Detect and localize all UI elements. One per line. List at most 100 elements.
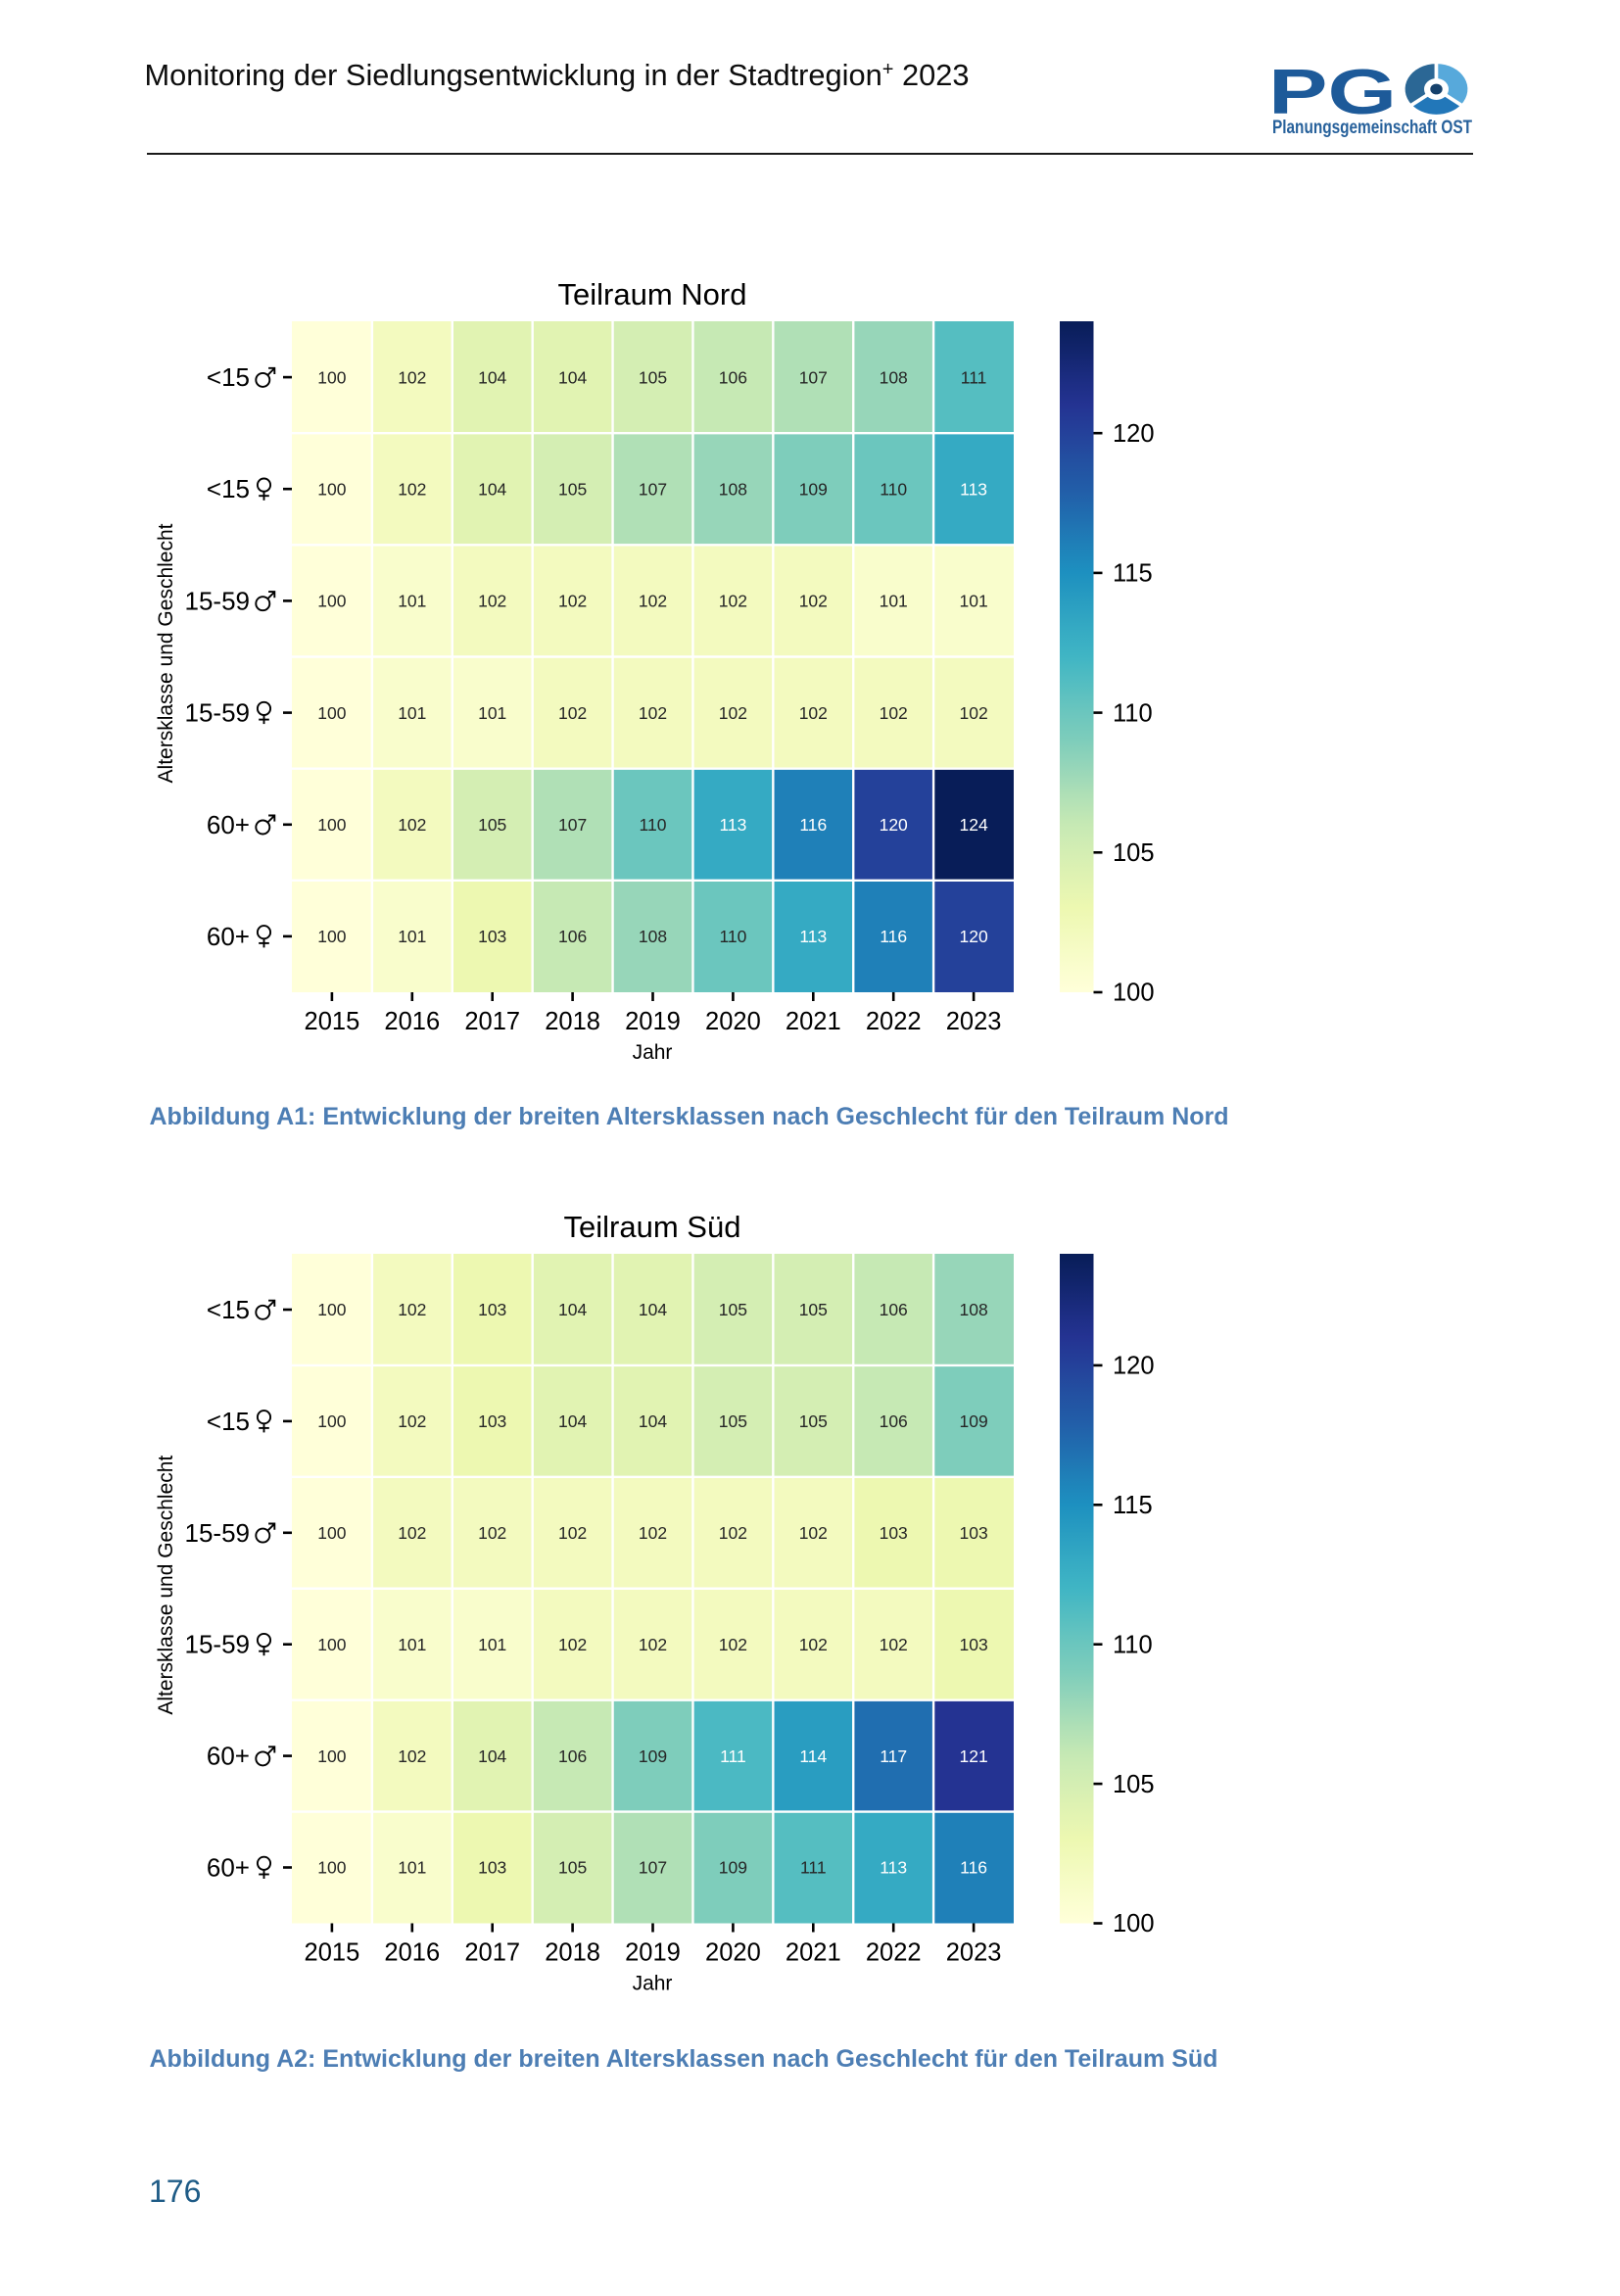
svg-text:100: 100 <box>317 1300 346 1319</box>
svg-text:108: 108 <box>880 367 908 387</box>
svg-text:102: 102 <box>558 1635 587 1654</box>
svg-text:102: 102 <box>558 1523 587 1543</box>
svg-text:109: 109 <box>719 1858 747 1878</box>
svg-text:15-59: 15-59 <box>185 1518 251 1548</box>
svg-text:Altersklasse und Geschlecht: Altersklasse und Geschlecht <box>155 1456 177 1715</box>
svg-text:Jahr: Jahr <box>633 1041 673 1064</box>
svg-text:105: 105 <box>1113 839 1155 867</box>
svg-text:105: 105 <box>478 815 506 835</box>
svg-text:15-59: 15-59 <box>185 698 251 728</box>
svg-text:113: 113 <box>880 1858 907 1878</box>
svg-text:102: 102 <box>799 703 828 723</box>
svg-text:103: 103 <box>478 1858 506 1878</box>
svg-text:102: 102 <box>639 592 667 611</box>
svg-text:102: 102 <box>398 1411 426 1431</box>
svg-text:102: 102 <box>558 592 587 611</box>
svg-text:15-59: 15-59 <box>185 1630 251 1659</box>
svg-text:102: 102 <box>398 815 426 835</box>
svg-text:2023: 2023 <box>946 1008 1002 1035</box>
svg-text:120: 120 <box>1113 1353 1155 1380</box>
svg-text:100: 100 <box>317 592 346 611</box>
svg-text:Abbildung A2: Entwicklung der: Abbildung A2: Entwicklung der breiten Al… <box>150 2045 1218 2073</box>
svg-text:2016: 2016 <box>384 1939 440 1967</box>
svg-text:100: 100 <box>317 1746 346 1766</box>
svg-text:2018: 2018 <box>545 1008 600 1035</box>
svg-text:107: 107 <box>799 367 828 387</box>
svg-text:15-59: 15-59 <box>185 586 251 615</box>
svg-text:102: 102 <box>880 703 908 723</box>
svg-text:Abbildung A1: Entwicklung der: Abbildung A1: Entwicklung der breiten Al… <box>150 1103 1229 1130</box>
svg-text:2016: 2016 <box>384 1008 440 1035</box>
svg-text:104: 104 <box>558 1300 587 1319</box>
svg-text:102: 102 <box>558 703 587 723</box>
svg-text:102: 102 <box>799 1635 828 1654</box>
svg-text:<15: <15 <box>207 1407 250 1436</box>
svg-text:104: 104 <box>478 367 506 387</box>
svg-text:60+: 60+ <box>207 1742 250 1771</box>
svg-text:60+: 60+ <box>207 810 250 839</box>
svg-text:116: 116 <box>799 815 827 835</box>
svg-text:110: 110 <box>719 927 746 946</box>
svg-text:103: 103 <box>959 1523 987 1543</box>
svg-text:113: 113 <box>960 479 987 499</box>
svg-text:Teilraum Süd: Teilraum Süd <box>564 1210 741 1244</box>
svg-text:100: 100 <box>317 1523 346 1543</box>
svg-text:111: 111 <box>800 1858 827 1878</box>
svg-text:110: 110 <box>880 479 907 499</box>
svg-text:124: 124 <box>959 815 987 835</box>
svg-text:2021: 2021 <box>786 1939 841 1967</box>
svg-text:109: 109 <box>959 1411 987 1431</box>
svg-text:104: 104 <box>478 479 506 499</box>
svg-text:109: 109 <box>639 1746 667 1766</box>
svg-text:101: 101 <box>398 1635 426 1654</box>
svg-text:101: 101 <box>398 927 426 946</box>
svg-text:108: 108 <box>959 1300 987 1319</box>
svg-text:111: 111 <box>961 367 987 387</box>
svg-text:<15: <15 <box>207 474 250 503</box>
svg-text:<15: <15 <box>207 1295 250 1324</box>
svg-text:110: 110 <box>1113 699 1153 727</box>
svg-text:104: 104 <box>639 1411 667 1431</box>
svg-text:101: 101 <box>398 592 426 611</box>
svg-text:100: 100 <box>1113 1910 1155 1937</box>
svg-text:101: 101 <box>398 1858 426 1878</box>
svg-text:106: 106 <box>880 1411 908 1431</box>
svg-text:110: 110 <box>640 815 667 835</box>
svg-text:102: 102 <box>799 592 828 611</box>
svg-text:100: 100 <box>317 1635 346 1654</box>
svg-text:102: 102 <box>639 1635 667 1654</box>
svg-text:PG: PG <box>1268 56 1397 127</box>
svg-text:107: 107 <box>558 815 587 835</box>
svg-text:<15: <15 <box>207 362 250 392</box>
svg-text:102: 102 <box>719 1635 747 1654</box>
svg-text:101: 101 <box>478 1635 506 1654</box>
svg-text:103: 103 <box>478 1300 506 1319</box>
svg-text:101: 101 <box>398 703 426 723</box>
svg-text:107: 107 <box>639 1858 667 1878</box>
svg-text:2022: 2022 <box>866 1939 922 1967</box>
svg-text:2019: 2019 <box>625 1939 681 1967</box>
svg-text:102: 102 <box>959 703 987 723</box>
svg-text:105: 105 <box>719 1300 747 1319</box>
svg-text:100: 100 <box>1113 980 1155 1007</box>
svg-text:120: 120 <box>959 927 987 946</box>
svg-text:101: 101 <box>880 592 908 611</box>
svg-text:100: 100 <box>317 703 346 723</box>
svg-text:104: 104 <box>478 1746 506 1766</box>
svg-text:102: 102 <box>478 1523 506 1543</box>
svg-text:116: 116 <box>960 1858 987 1878</box>
svg-text:106: 106 <box>719 367 747 387</box>
svg-text:110: 110 <box>1113 1631 1153 1658</box>
svg-text:115: 115 <box>1113 560 1153 588</box>
svg-text:176: 176 <box>149 2174 201 2209</box>
svg-text:100: 100 <box>317 479 346 499</box>
svg-text:2017: 2017 <box>464 1939 520 1967</box>
svg-text:101: 101 <box>959 592 987 611</box>
svg-text:2020: 2020 <box>705 1008 761 1035</box>
svg-text:102: 102 <box>719 592 747 611</box>
svg-text:102: 102 <box>719 703 747 723</box>
svg-text:2021: 2021 <box>786 1008 841 1035</box>
svg-text:102: 102 <box>478 592 506 611</box>
svg-text:2022: 2022 <box>866 1008 922 1035</box>
svg-text:101: 101 <box>478 703 506 723</box>
